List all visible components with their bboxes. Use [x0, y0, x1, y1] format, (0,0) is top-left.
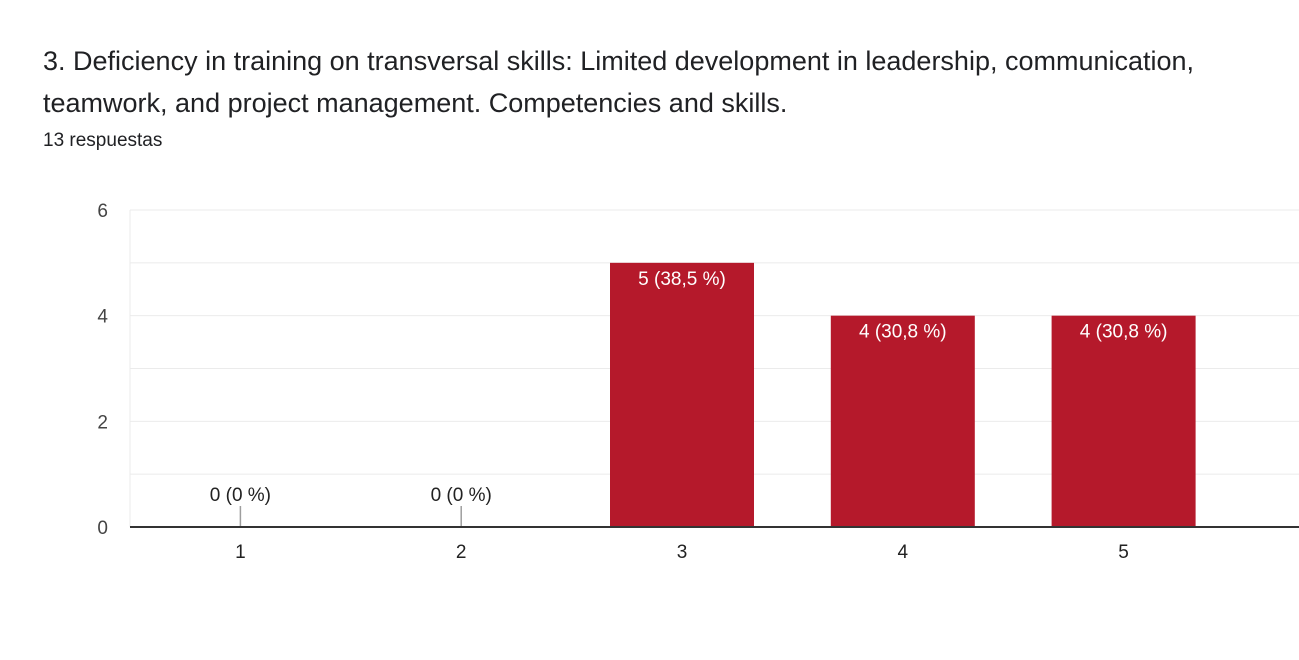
x-tick-label: 2	[456, 542, 467, 563]
y-tick-label: 4	[97, 307, 108, 328]
data-label: 4 (30,8 %)	[859, 322, 947, 343]
question-title: 3. Deficiency in training on transversal…	[43, 46, 1195, 118]
y-tick-label: 0	[97, 518, 108, 539]
bar-3	[610, 262, 754, 527]
data-labels: 0 (0 %) 0 (0 %) 5 (38,5 %) 4 (30,8 %) 4 (30,…	[210, 269, 1168, 506]
x-axis-ticks: 1 2 3 4 5	[235, 542, 1129, 563]
data-label: 4 (30,8 %)	[1080, 322, 1168, 343]
bar-4	[830, 315, 975, 527]
bar-5	[1051, 315, 1196, 527]
data-label: 0 (0 %)	[210, 485, 271, 506]
x-tick-label: 4	[898, 542, 909, 563]
y-axis-ticks: 0 2 4 6	[97, 201, 108, 539]
y-tick-label: 6	[97, 201, 108, 222]
x-tick-label: 5	[1118, 542, 1129, 563]
data-label: 5 (38,5 %)	[638, 269, 726, 290]
y-tick-label: 2	[97, 412, 108, 433]
x-tick-label: 1	[235, 542, 246, 563]
x-tick-label: 3	[677, 542, 688, 563]
data-label: 0 (0 %)	[431, 485, 492, 506]
response-count: 13 respuestas	[43, 130, 163, 151]
bars	[239, 262, 1196, 527]
